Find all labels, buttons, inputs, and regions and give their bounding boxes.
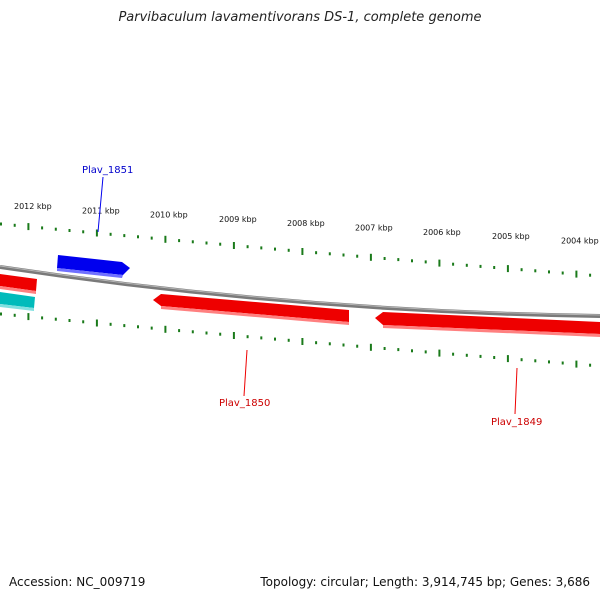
scale-label: 2008 kbp xyxy=(287,219,325,228)
scale-labels: 2012 kbp 2011 kbp 2010 kbp 2009 kbp 2008 kbp… xyxy=(14,202,599,245)
scale-label: 2006 kbp xyxy=(423,228,461,237)
genome-title: Parvibaculum lavamentivorans DS-1, compl… xyxy=(118,10,482,25)
gene-label-plav-1849[interactable]: Plav_1849 xyxy=(491,417,542,428)
inner-tick-track xyxy=(0,312,592,368)
scale-label: 2004 kbp xyxy=(561,236,599,245)
gene-plav-1851[interactable]: Plav_1851 xyxy=(57,165,133,278)
gene-partial-cyan[interactable] xyxy=(0,292,35,311)
gene-partial-red[interactable] xyxy=(0,274,37,294)
genome-backbone-highlight xyxy=(0,265,600,316)
gene-label-plav-1850[interactable]: Plav_1850 xyxy=(219,398,270,409)
accession-text: Accession: NC_009719 xyxy=(9,575,146,589)
scale-label: 2012 kbp xyxy=(14,202,52,211)
scale-label: 2007 kbp xyxy=(355,224,393,233)
gene-plav-1850[interactable]: Plav_1850 xyxy=(153,294,349,409)
scale-label: 2005 kbp xyxy=(492,232,530,241)
scale-label: 2010 kbp xyxy=(150,211,188,220)
genome-backbone xyxy=(0,265,600,318)
gene-plav-1849[interactable]: Plav_1849 xyxy=(375,312,600,428)
scale-label: 2009 kbp xyxy=(219,215,257,224)
gene-label-plav-1851[interactable]: Plav_1851 xyxy=(82,165,133,176)
genome-summary-text: Topology: circular; Length: 3,914,745 bp… xyxy=(260,575,590,589)
scale-label: 2011 kbp xyxy=(82,206,120,215)
outer-tick-track xyxy=(0,222,592,278)
